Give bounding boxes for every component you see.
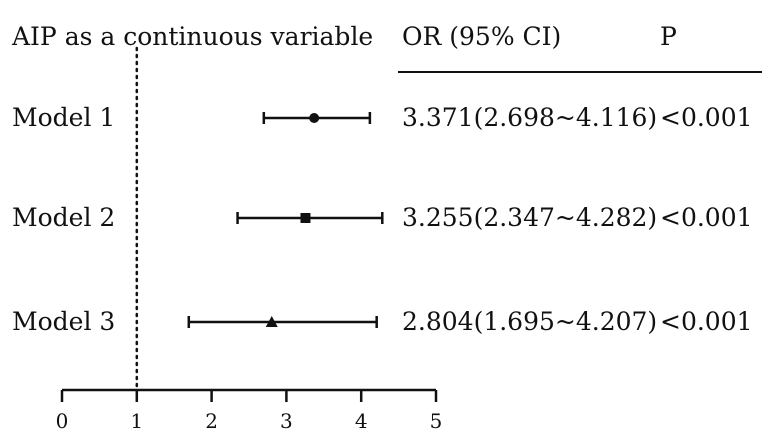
or-ci-value: 3.371(2.698~4.116) [402, 103, 657, 132]
row-label: Model 3 [12, 307, 115, 336]
or-ci-value: 3.255(2.347~4.282) [402, 203, 657, 232]
p-value: <0.001 [660, 307, 753, 336]
x-tick-label: 3 [280, 409, 293, 433]
x-tick-label: 0 [56, 409, 69, 433]
x-axis: 0 1 2 3 4 5 [56, 388, 443, 433]
row-label: Model 1 [12, 103, 115, 132]
x-tick-label: 2 [205, 409, 218, 433]
forest-row: Model 1 3.371(2.698~4.116) <0.001 [12, 103, 753, 132]
header-or-ci: OR (95% CI) [402, 22, 561, 51]
forest-row: Model 2 3.255(2.347~4.282) <0.001 [12, 203, 753, 232]
header-variable: AIP as a continuous variable [11, 22, 373, 51]
or-point-circle [309, 113, 320, 123]
p-value: <0.001 [660, 203, 753, 232]
x-tick-label: 5 [430, 409, 443, 433]
x-tick-label: 4 [355, 409, 368, 433]
x-tick-label: 1 [130, 409, 143, 433]
row-label: Model 2 [12, 203, 115, 232]
or-ci-value: 2.804(1.695~4.207) [402, 307, 657, 336]
forest-row: Model 3 2.804(1.695~4.207) <0.001 [12, 307, 753, 336]
table-header: AIP as a continuous variable OR (95% CI)… [11, 22, 762, 73]
or-point-square [300, 213, 311, 223]
or-point-triangle [265, 316, 278, 327]
header-p: P [660, 22, 677, 51]
p-value: <0.001 [660, 103, 753, 132]
